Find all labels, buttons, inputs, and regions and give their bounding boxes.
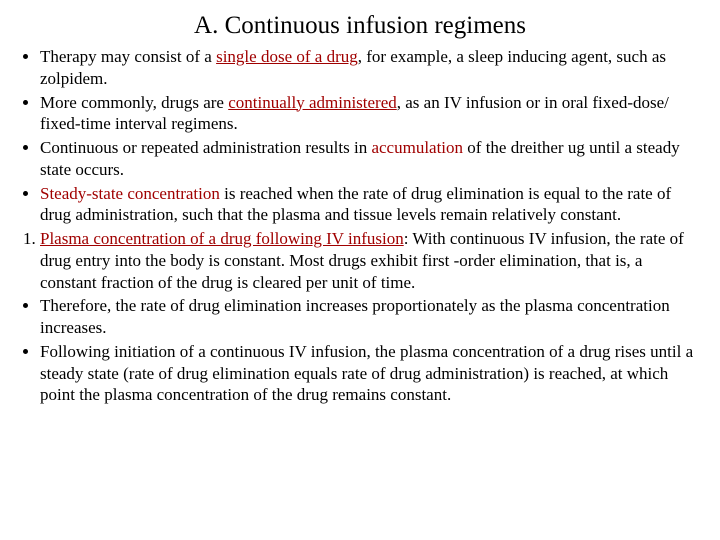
list-item: Steady-state concentration is reached wh… — [40, 183, 702, 227]
numbered-list: Plasma concentration of a drug following… — [18, 228, 702, 293]
text-accent: accumulation — [371, 138, 463, 157]
text-pre: Continuous or repeated administration re… — [40, 138, 371, 157]
text-accent: single dose of a drug — [216, 47, 358, 66]
text-pre: More commonly, drugs are — [40, 93, 228, 112]
text-accent: Plasma concentration of a drug following… — [40, 229, 404, 248]
list-item: Therefore, the rate of drug elimination … — [40, 295, 702, 339]
text-pre: Following initiation of a continuous IV … — [40, 342, 693, 405]
text-pre: Therefore, the rate of drug elimination … — [40, 296, 670, 337]
list-item: Continuous or repeated administration re… — [40, 137, 702, 181]
text-accent: Steady-state concentration — [40, 184, 220, 203]
list-item: Plasma concentration of a drug following… — [40, 228, 702, 293]
text-pre: Therapy may consist of a — [40, 47, 216, 66]
bullet-list: Therapy may consist of a single dose of … — [18, 46, 702, 226]
bullet-list-2: Therefore, the rate of drug elimination … — [18, 295, 702, 406]
slide-title: A. Continuous infusion regimens — [18, 12, 702, 40]
list-item: More commonly, drugs are continually adm… — [40, 92, 702, 136]
list-item: Therapy may consist of a single dose of … — [40, 46, 702, 90]
list-item: Following initiation of a continuous IV … — [40, 341, 702, 406]
text-accent: continually administered — [228, 93, 397, 112]
